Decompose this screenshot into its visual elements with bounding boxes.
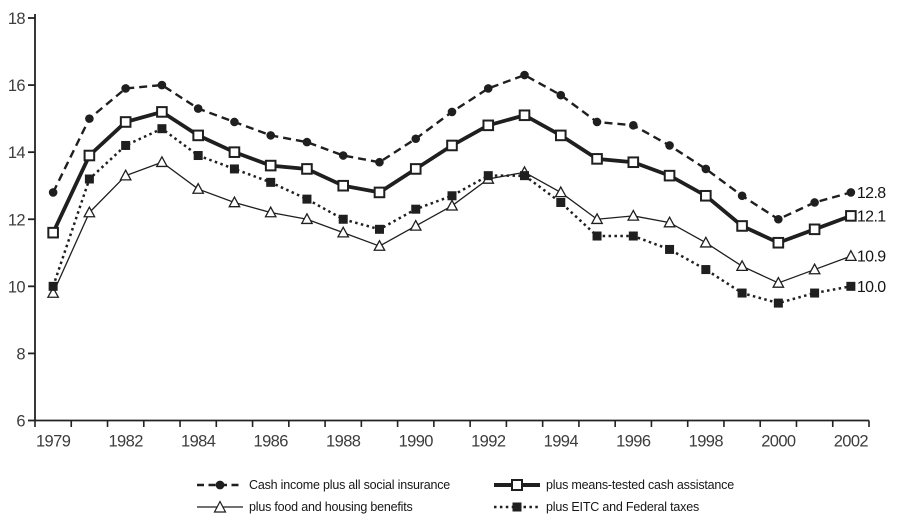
svg-text:10.0: 10.0 <box>857 279 886 296</box>
svg-text:1979: 1979 <box>36 433 71 451</box>
svg-text:1992: 1992 <box>471 433 506 451</box>
svg-text:1984: 1984 <box>181 433 216 451</box>
svg-text:6: 6 <box>16 413 25 431</box>
svg-text:1998: 1998 <box>689 433 724 451</box>
dotted-line-filled-square-icon <box>494 502 540 512</box>
svg-text:1996: 1996 <box>616 433 651 451</box>
legend-item-cash-income-social-insurance: Cash income plus all social insurance <box>197 478 494 492</box>
thick-line-open-square-icon <box>494 479 540 491</box>
svg-text:1982: 1982 <box>108 433 143 451</box>
svg-text:1988: 1988 <box>326 433 361 451</box>
legend-item-eitc-federal-taxes: plus EITC and Federal taxes <box>494 500 734 514</box>
svg-text:12: 12 <box>8 211 26 229</box>
svg-text:10.9: 10.9 <box>857 249 886 266</box>
legend-label: plus EITC and Federal taxes <box>546 500 700 514</box>
chart-legend: Cash income plus all social insurance pl… <box>197 478 734 514</box>
legend-label: plus means-tested cash assistance <box>546 478 734 492</box>
legend-label: Cash income plus all social insurance <box>249 478 451 492</box>
legend-label: plus food and housing benefits <box>249 500 413 514</box>
svg-text:14: 14 <box>8 144 26 162</box>
legend-item-food-housing-benefits: plus food and housing benefits <box>197 500 494 514</box>
svg-text:2002: 2002 <box>834 433 869 451</box>
svg-text:1986: 1986 <box>254 433 289 451</box>
svg-text:8: 8 <box>16 345 25 363</box>
svg-text:12.8: 12.8 <box>857 185 886 202</box>
svg-text:1994: 1994 <box>544 433 579 451</box>
svg-text:2000: 2000 <box>761 433 796 451</box>
svg-text:12.1: 12.1 <box>857 208 886 225</box>
svg-text:10: 10 <box>8 278 26 296</box>
svg-text:16: 16 <box>8 77 26 95</box>
thin-line-open-triangle-icon <box>197 500 243 513</box>
svg-text:1990: 1990 <box>399 433 434 451</box>
chart-plot-area: 6 8 10 12 14 16 18 1979 1982 1984 1986 1988 1990 1992… <box>8 10 887 451</box>
legend-item-means-tested-cash-assistance: plus means-tested cash assistance <box>494 478 734 492</box>
dashed-line-filled-circle-icon <box>197 480 243 490</box>
svg-text:18: 18 <box>8 10 26 28</box>
